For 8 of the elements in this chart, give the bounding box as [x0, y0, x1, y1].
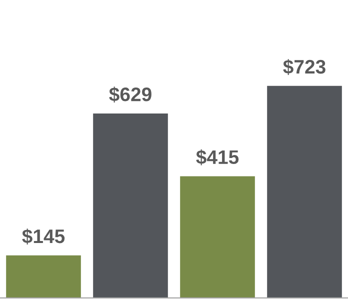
data-label: $723 — [283, 59, 326, 75]
data-label: $415 — [196, 149, 239, 166]
data-label: $629 — [109, 86, 152, 103]
bar — [180, 176, 255, 298]
data-label: $145 — [22, 228, 65, 244]
bar — [93, 113, 168, 298]
bar — [267, 86, 342, 298]
bar — [6, 255, 81, 298]
